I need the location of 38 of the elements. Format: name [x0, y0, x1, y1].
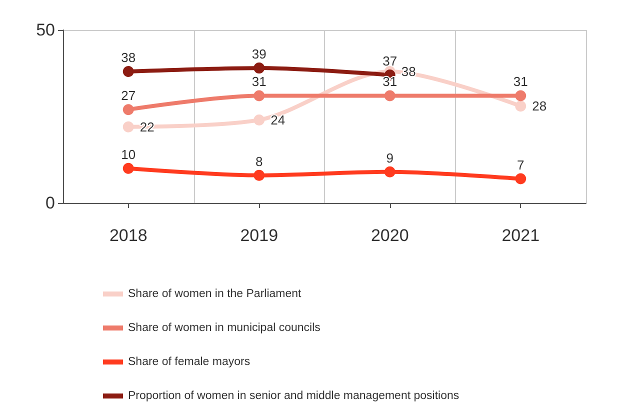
- data-label: 28: [532, 98, 547, 114]
- data-label: 27: [121, 88, 136, 104]
- point: [254, 170, 265, 181]
- data-label: 7: [517, 157, 524, 172]
- point: [515, 173, 526, 184]
- legend-label: Proportion of women in senior and middle management positions: [128, 390, 460, 402]
- data-label: 31: [252, 74, 266, 90]
- point: [122, 121, 134, 132]
- x-tick-label: 2021: [502, 226, 540, 245]
- point: [254, 114, 265, 126]
- data-label: 9: [386, 150, 394, 166]
- data-label: 22: [140, 119, 154, 134]
- data-label: 31: [513, 74, 528, 90]
- point: [515, 90, 526, 102]
- data-label: 31: [382, 74, 398, 90]
- x-tick-label: 2020: [370, 226, 409, 245]
- legend-label: Share of women in municipal councils: [128, 322, 321, 334]
- y-tick-label: 50: [36, 20, 55, 40]
- legend-label: Share of women in the Parliament: [128, 288, 302, 300]
- legend-label: Share of female mayors: [128, 356, 250, 368]
- data-label: 24: [270, 112, 286, 128]
- point: [122, 162, 134, 174]
- x-tick-label: 2018: [109, 226, 148, 245]
- point: [384, 166, 396, 178]
- data-label: 37: [382, 53, 398, 68]
- point: [254, 90, 265, 102]
- y-tick-label: 0: [46, 194, 55, 212]
- data-label: 8: [256, 154, 263, 169]
- point: [122, 104, 134, 116]
- point: [515, 100, 526, 112]
- data-label: 39: [252, 46, 266, 62]
- data-label: 38: [121, 50, 136, 66]
- data-label: 38: [401, 64, 416, 80]
- x-tick-label: 2019: [240, 226, 278, 245]
- point: [122, 66, 134, 78]
- point: [384, 90, 396, 102]
- point: [254, 62, 265, 74]
- data-label: 10: [121, 146, 136, 162]
